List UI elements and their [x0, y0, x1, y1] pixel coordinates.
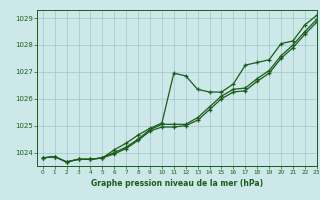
X-axis label: Graphe pression niveau de la mer (hPa): Graphe pression niveau de la mer (hPa) — [91, 179, 263, 188]
